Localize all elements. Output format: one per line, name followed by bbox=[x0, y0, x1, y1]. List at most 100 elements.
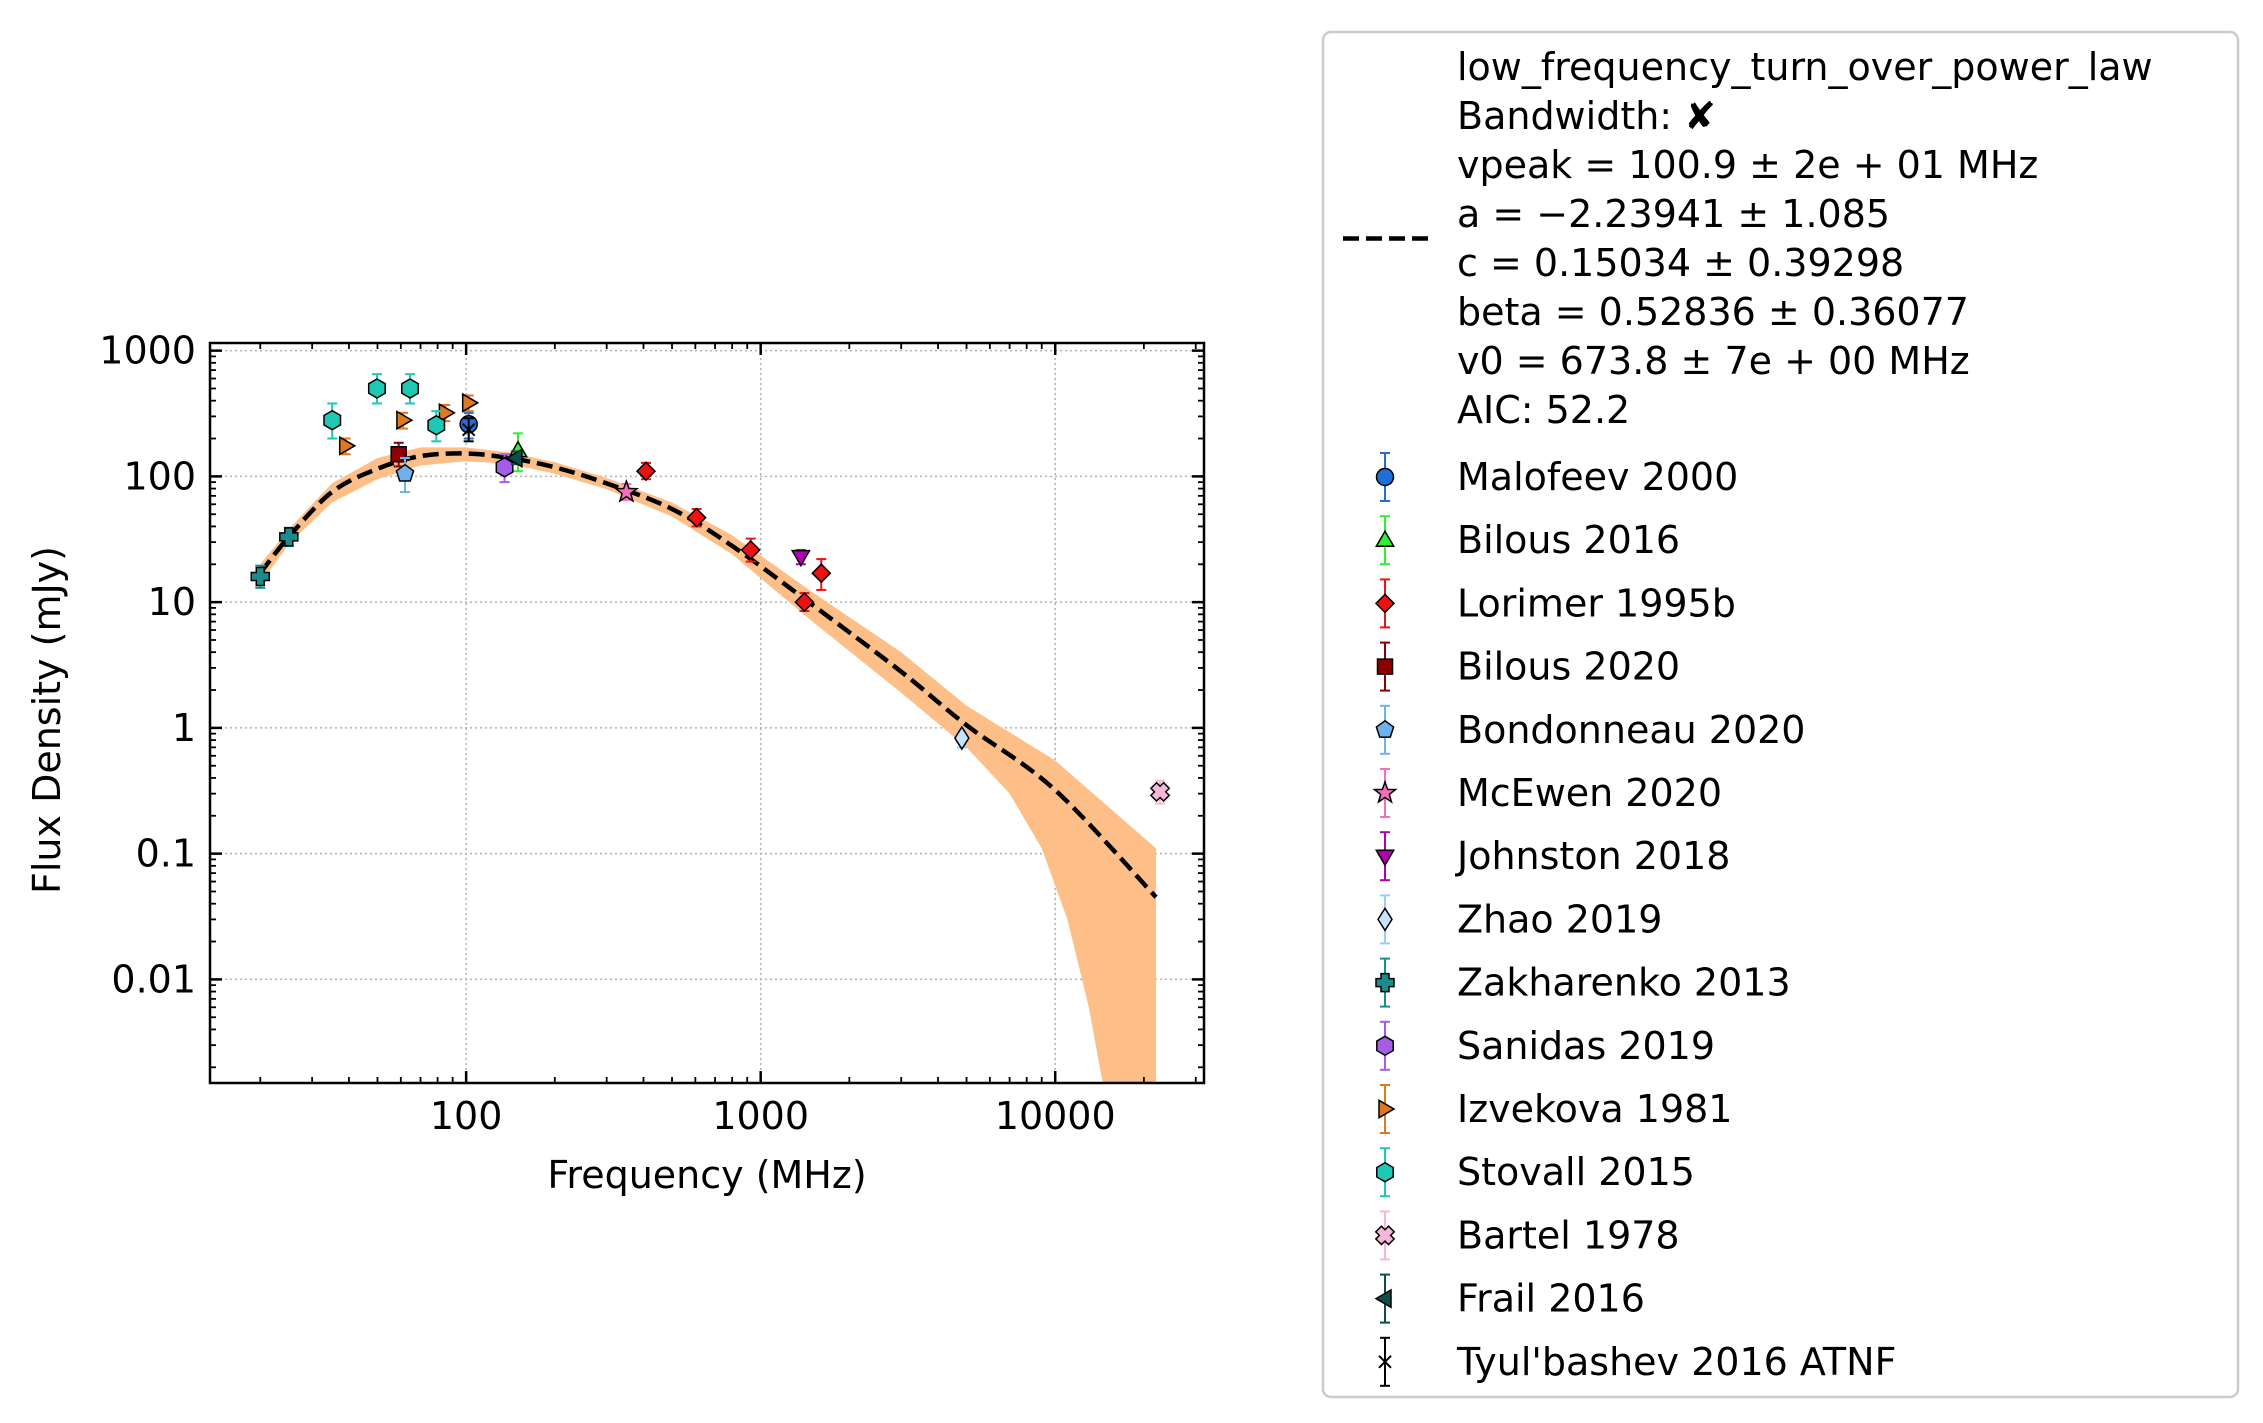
grid-lines bbox=[210, 343, 1204, 1083]
legend-label: Malofeev 2000 bbox=[1457, 455, 1738, 499]
legend-marker bbox=[1376, 1035, 1394, 1057]
legend-marker bbox=[1378, 1098, 1396, 1120]
legend-marker bbox=[1374, 1225, 1396, 1246]
legend-label: Bilous 2016 bbox=[1457, 518, 1680, 562]
legend-label: Sanidas 2019 bbox=[1457, 1024, 1715, 1068]
data-point bbox=[338, 435, 357, 456]
point-marker bbox=[461, 423, 476, 437]
point-marker bbox=[323, 409, 342, 431]
point-marker bbox=[794, 592, 815, 613]
fit-curve bbox=[258, 451, 1158, 899]
legend-marker bbox=[1374, 529, 1396, 547]
data-points bbox=[250, 373, 1171, 805]
fit-param-line: a = −2.23941 ± 1.085 bbox=[1457, 192, 1890, 236]
fit-param-line: beta = 0.52836 ± 0.36077 bbox=[1457, 290, 1969, 334]
data-point bbox=[740, 537, 761, 563]
point-marker bbox=[953, 725, 970, 751]
y-tick-label: 0.1 bbox=[136, 832, 196, 876]
data-point bbox=[495, 453, 514, 484]
point-marker bbox=[686, 507, 707, 528]
fit-param-line: Bandwidth: ✘ bbox=[1457, 94, 1716, 138]
legend-entry: Lorimer 1995b bbox=[1374, 578, 1736, 629]
legend-marker bbox=[1377, 907, 1393, 932]
point-marker bbox=[505, 447, 523, 469]
legend-box bbox=[1321, 30, 2240, 1399]
point-marker bbox=[427, 414, 446, 436]
point-marker bbox=[790, 549, 811, 568]
data-point bbox=[794, 592, 815, 613]
point-marker bbox=[1149, 781, 1171, 803]
point-marker bbox=[390, 445, 407, 463]
x-tick-label: 10000 bbox=[995, 1094, 1116, 1138]
legend-entry: Bilous 2016 bbox=[1374, 515, 1680, 566]
data-point bbox=[635, 461, 657, 482]
legend-entry: Malofeev 2000 bbox=[1375, 452, 1738, 502]
legend-entry: Frail 2016 bbox=[1374, 1273, 1645, 1324]
legend-entry: Bondonneau 2020 bbox=[1375, 704, 1805, 755]
data-point bbox=[395, 457, 415, 494]
legend-entry: Stovall 2015 bbox=[1376, 1147, 1695, 1198]
data-point bbox=[613, 478, 640, 503]
y-tick-label: 10 bbox=[148, 580, 196, 624]
fit-curve-line bbox=[258, 451, 1158, 899]
data-point bbox=[279, 526, 299, 547]
point-marker bbox=[367, 378, 386, 399]
y-tick-label: 1 bbox=[172, 706, 196, 750]
data-point bbox=[686, 507, 707, 528]
legend-label: Tyul'bashev 2016 ATNF bbox=[1456, 1340, 1896, 1384]
data-point bbox=[790, 548, 811, 568]
legend-label: Izvekova 1981 bbox=[1457, 1087, 1732, 1131]
y-tick-label: 1000 bbox=[99, 329, 196, 373]
legend-marker bbox=[1374, 1288, 1392, 1309]
legend-marker bbox=[1375, 719, 1395, 738]
legend-entry: Bartel 1978 bbox=[1374, 1210, 1680, 1261]
data-point bbox=[461, 417, 476, 443]
data-point bbox=[367, 373, 386, 405]
legend-label: Bartel 1978 bbox=[1457, 1213, 1680, 1257]
legend-label: Zakharenko 2013 bbox=[1457, 961, 1791, 1005]
y-tick-label: 0.01 bbox=[111, 957, 196, 1001]
point-marker bbox=[438, 402, 456, 423]
legend-marker bbox=[1375, 972, 1395, 993]
data-point bbox=[250, 564, 271, 589]
legend-marker bbox=[1376, 1161, 1394, 1183]
data-point bbox=[323, 402, 342, 440]
point-marker bbox=[495, 456, 514, 478]
fit-param-line: low_frequency_turn_over_power_law bbox=[1457, 45, 2153, 89]
legend-label: Bondonneau 2020 bbox=[1457, 708, 1805, 752]
fit-param-line: v0 = 673.8 ± 7e + 00 MHz bbox=[1457, 339, 1970, 383]
legend-label: McEwen 2020 bbox=[1457, 771, 1722, 815]
legend-entry: Bilous 2020 bbox=[1376, 641, 1680, 692]
point-marker bbox=[461, 392, 480, 413]
legend-entry: Sanidas 2019 bbox=[1376, 1020, 1715, 1071]
point-marker bbox=[613, 478, 640, 503]
point-marker bbox=[395, 463, 415, 482]
plot-frame bbox=[208, 341, 1206, 1085]
x-tick-label: 100 bbox=[430, 1094, 503, 1138]
legend-label: Lorimer 1995b bbox=[1457, 581, 1736, 625]
point-marker bbox=[635, 461, 657, 482]
legend: low_frequency_turn_over_power_law Bandwid… bbox=[1321, 30, 2240, 1399]
legend-entry: Zhao 2019 bbox=[1377, 894, 1662, 945]
legend-marker bbox=[1376, 658, 1394, 675]
point-marker bbox=[401, 378, 420, 399]
point-marker bbox=[396, 410, 414, 431]
data-point bbox=[396, 410, 414, 431]
legend-marker bbox=[1375, 467, 1395, 487]
legend-entry: Zakharenko 2013 bbox=[1375, 957, 1791, 1008]
legend-marker bbox=[1378, 1355, 1392, 1369]
point-marker bbox=[250, 566, 271, 587]
data-point bbox=[461, 392, 480, 413]
legend-marker bbox=[1372, 779, 1398, 804]
legend-marker bbox=[1374, 593, 1396, 614]
legend-label: Frail 2016 bbox=[1457, 1277, 1645, 1321]
fit-param-line: AIC: 52.2 bbox=[1457, 388, 1630, 432]
fit-param-line: c = 0.15034 ± 0.39298 bbox=[1457, 241, 1904, 285]
legend-label: Zhao 2019 bbox=[1457, 897, 1662, 941]
x-axis-label: Frequency (MHz) bbox=[547, 1153, 866, 1197]
legend-entry: Johnston 2018 bbox=[1374, 831, 1730, 882]
data-point bbox=[427, 410, 446, 443]
axes bbox=[208, 341, 1206, 1085]
legend-entry: Izvekova 1981 bbox=[1378, 1084, 1732, 1134]
